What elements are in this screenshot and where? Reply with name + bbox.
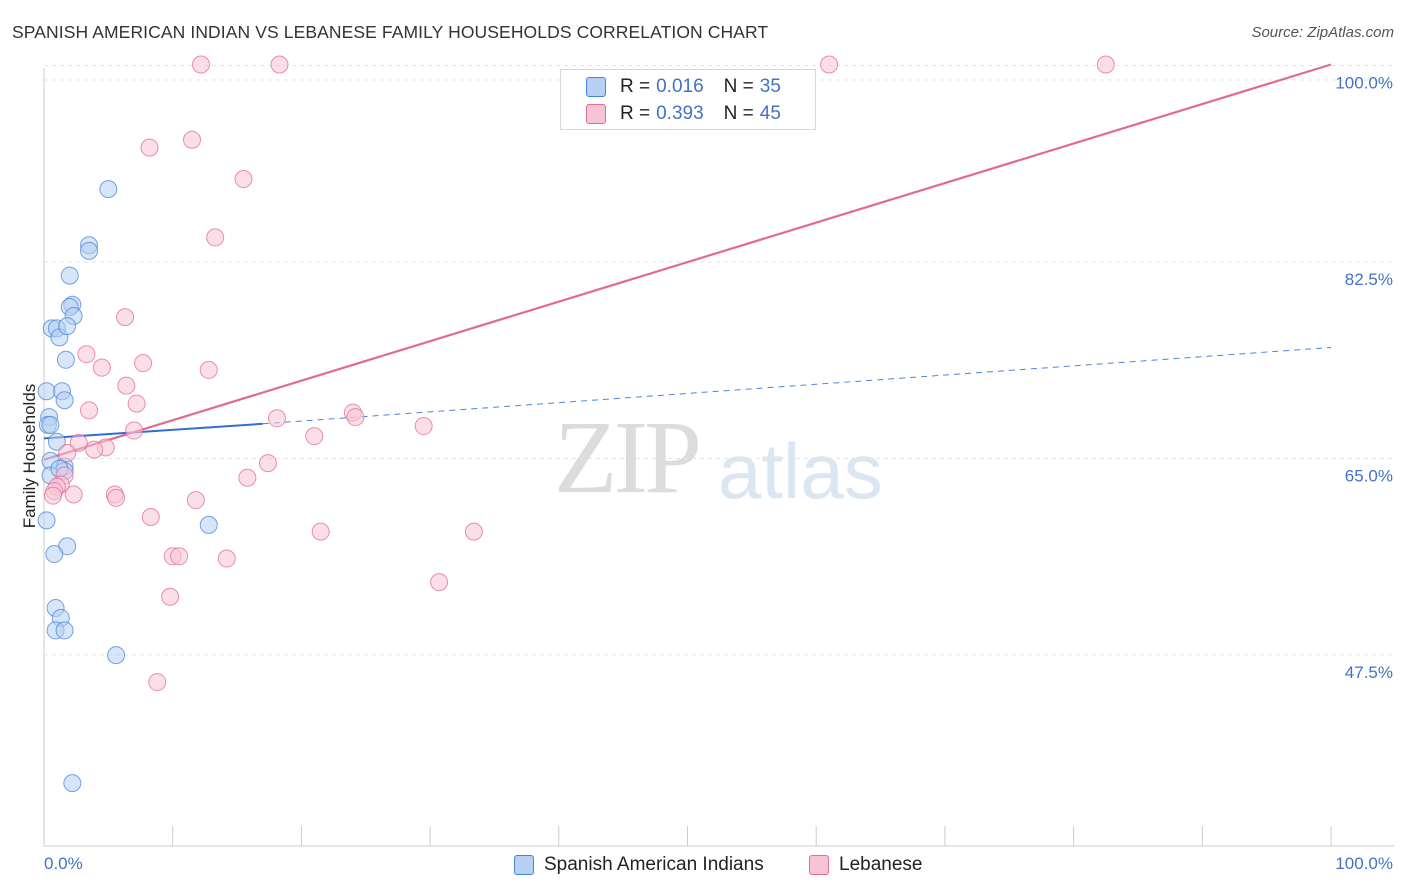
n-value: 45 [759, 103, 781, 124]
point-lebanese [1096, 55, 1115, 74]
point-lebanese [80, 401, 99, 420]
tick-labels: 47.5% 65.0% 82.5% 100.0% 0.0% 100.0% [44, 73, 1393, 873]
point-spanish-american-indians [56, 350, 75, 369]
point-spanish-american-indians [37, 511, 56, 530]
point-lebanese [464, 522, 483, 541]
point-lebanese [92, 358, 111, 377]
gridlines [44, 64, 1394, 656]
point-lebanese [140, 138, 159, 157]
point-lebanese [270, 55, 289, 74]
point-lebanese [267, 409, 286, 428]
point-spanish-american-indians [58, 317, 77, 336]
trend-line-lebanese [43, 63, 1332, 461]
watermark-atlas: atlas [718, 427, 883, 515]
point-lebanese [206, 228, 225, 247]
point-lebanese [346, 408, 365, 427]
point-lebanese [186, 491, 205, 510]
r-label: R = [620, 76, 651, 97]
point-lebanese [238, 468, 257, 487]
point-lebanese [58, 444, 77, 462]
point-lebanese [134, 354, 153, 373]
point-lebanese [116, 308, 135, 327]
point-lebanese [192, 55, 211, 74]
point-spanish-american-indians [45, 545, 64, 564]
chart-source: Source: ZipAtlas.com [1251, 24, 1394, 41]
point-spanish-american-indians [55, 621, 74, 640]
r-value: 0.016 [656, 76, 704, 97]
trend-line-extension-spanish-american-indians [262, 346, 1332, 425]
point-lebanese [258, 454, 277, 473]
n-label: N = [723, 103, 754, 124]
legend-swatch-blue [586, 77, 606, 97]
y-tick-label: 65.0% [1345, 466, 1393, 485]
point-lebanese [77, 345, 96, 364]
legend-swatch-pink [586, 104, 606, 124]
point-lebanese [170, 547, 189, 566]
point-spanish-american-indians [107, 646, 126, 665]
point-lebanese [85, 440, 104, 459]
legend-swatch-blue [514, 855, 534, 875]
x-tick-label: 0.0% [44, 854, 83, 873]
legend-label: Spanish American Indians [544, 854, 764, 875]
point-lebanese [148, 673, 167, 692]
point-lebanese [117, 376, 136, 395]
point-lebanese [125, 421, 144, 440]
stats-row-spanish-american-indians: R = 0.016 N = 35 [586, 75, 781, 99]
stats-legend: R = 0.016 N = 35 R = 0.393 N = 45 [560, 69, 816, 130]
point-lebanese [183, 130, 202, 149]
point-spanish-american-indians [37, 382, 56, 401]
n-label: N = [723, 76, 754, 97]
x-tick-label: 100.0% [1335, 854, 1393, 873]
point-lebanese [217, 549, 236, 568]
point-lebanese [414, 417, 433, 436]
legend-label: Lebanese [839, 854, 923, 875]
point-lebanese [107, 488, 126, 507]
point-spanish-american-indians [80, 241, 99, 260]
point-lebanese [161, 587, 180, 606]
n-value: 35 [759, 76, 781, 97]
point-lebanese [199, 360, 218, 379]
r-value: 0.393 [656, 103, 704, 124]
y-tick-label: 100.0% [1335, 73, 1393, 92]
legend-swatch-pink [809, 855, 829, 875]
point-spanish-american-indians [60, 266, 79, 285]
point-spanish-american-indians [47, 432, 66, 451]
legend-item-spanish-american-indians[interactable]: Spanish American Indians [514, 852, 764, 878]
point-spanish-american-indians [99, 180, 118, 199]
point-lebanese [820, 55, 839, 74]
stats-row-lebanese: R = 0.393 N = 45 [586, 102, 781, 126]
series-legend: Spanish American Indians Lebanese [0, 852, 1406, 878]
y-tick-label: 82.5% [1345, 270, 1393, 289]
point-lebanese [44, 486, 63, 505]
r-label: R = [620, 103, 651, 124]
point-lebanese [430, 573, 449, 592]
data-points [37, 55, 1115, 793]
point-lebanese [64, 485, 83, 504]
point-lebanese [311, 522, 330, 541]
point-spanish-american-indians [55, 391, 74, 410]
point-lebanese [234, 170, 253, 189]
point-lebanese [305, 427, 324, 446]
point-lebanese [69, 433, 88, 452]
point-lebanese [141, 508, 160, 527]
chart-title: SPANISH AMERICAN INDIAN VS LEBANESE FAMI… [12, 22, 769, 42]
watermark-zip: ZIP [554, 400, 702, 515]
y-tick-label: 47.5% [1345, 663, 1393, 682]
point-spanish-american-indians [41, 415, 60, 434]
point-spanish-american-indians [63, 774, 82, 793]
point-spanish-american-indians [199, 515, 218, 534]
legend-item-lebanese[interactable]: Lebanese [809, 852, 922, 878]
point-lebanese [127, 394, 146, 413]
